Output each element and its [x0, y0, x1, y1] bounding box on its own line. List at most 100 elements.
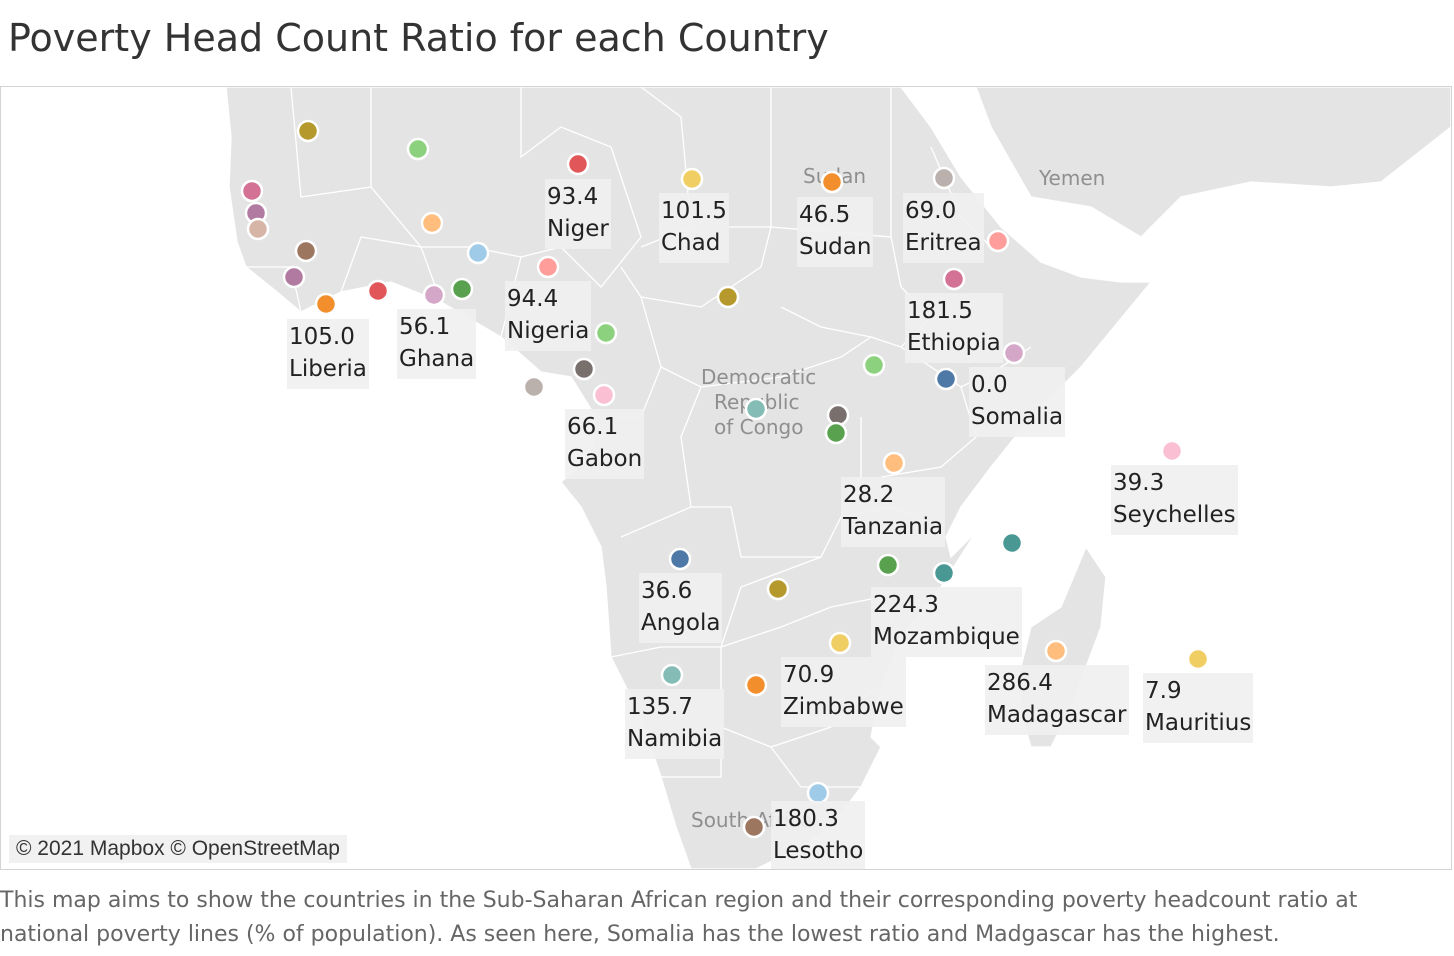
value-text: 105.0	[289, 324, 355, 350]
country-marker[interactable]	[282, 265, 306, 289]
label-gabon[interactable]: 66.1 Gabon	[565, 409, 645, 479]
country-marker[interactable]	[296, 119, 320, 143]
value-text: 66.1	[567, 414, 619, 440]
label-angola[interactable]: 36.6 Angola	[639, 573, 723, 643]
label-mozambique[interactable]: 224.3 Mozambique	[871, 587, 1022, 657]
country-marker[interactable]	[986, 229, 1010, 253]
country-marker-liberia[interactable]	[314, 292, 338, 316]
country-name: Chad	[661, 230, 721, 256]
country-marker-ghana[interactable]	[422, 283, 446, 307]
country-name: Ethiopia	[907, 330, 1001, 356]
country-name: Angola	[641, 610, 721, 636]
country-marker[interactable]	[824, 421, 848, 445]
country-marker[interactable]	[1000, 531, 1024, 555]
country-marker[interactable]	[862, 353, 886, 377]
country-name: Eritrea	[905, 230, 982, 256]
label-tanzania[interactable]: 28.2 Tanzania	[841, 477, 946, 547]
country-name: Liberia	[289, 356, 367, 382]
label-eritrea[interactable]: 69.0 Eritrea	[903, 193, 984, 263]
country-marker[interactable]	[766, 577, 790, 601]
country-marker[interactable]	[744, 673, 768, 697]
value-text: 28.2	[843, 482, 895, 508]
country-name: Mozambique	[873, 624, 1020, 650]
country-marker-madagascar[interactable]	[1044, 639, 1068, 663]
label-seychelles[interactable]: 39.3 Seychelles	[1111, 465, 1238, 535]
country-marker-niger[interactable]	[566, 152, 590, 176]
value-text: 180.3	[773, 806, 839, 832]
country-marker[interactable]	[522, 375, 546, 399]
label-niger[interactable]: 93.4 Niger	[545, 179, 611, 249]
country-marker-mauritius[interactable]	[1186, 647, 1210, 671]
label-ethiopia[interactable]: 181.5 Ethiopia	[905, 293, 1003, 363]
country-name: Lesotho	[773, 838, 864, 864]
country-name: Niger	[547, 216, 609, 242]
label-zimbabwe[interactable]: 70.9 Zimbabwe	[781, 657, 906, 727]
value-text: 46.5	[799, 202, 851, 228]
country-name: Sudan	[799, 234, 872, 260]
value-text: 70.9	[783, 662, 835, 688]
arabian-peninsula	[975, 87, 1451, 238]
label-sudan[interactable]: 46.5 Sudan	[797, 197, 874, 267]
place-label-yemen: Yemen	[1038, 166, 1105, 190]
country-marker[interactable]	[1002, 341, 1026, 365]
value-text: 56.1	[399, 314, 451, 340]
label-nigeria[interactable]: 94.4 Nigeria	[505, 281, 592, 351]
country-name: Mauritius	[1145, 710, 1252, 736]
country-marker[interactable]	[806, 781, 830, 805]
label-lesotho[interactable]: 180.3 Lesotho	[771, 801, 866, 869]
country-marker[interactable]	[420, 211, 444, 235]
value-text: 286.4	[987, 670, 1053, 696]
country-name: Zimbabwe	[783, 694, 904, 720]
country-marker[interactable]	[366, 279, 390, 303]
value-text: 36.6	[641, 578, 693, 604]
country-marker[interactable]	[294, 239, 318, 263]
country-marker[interactable]	[466, 241, 490, 265]
label-somalia[interactable]: 0.0 Somalia	[969, 367, 1066, 437]
country-marker-tanzania[interactable]	[882, 451, 906, 475]
country-marker-gabon[interactable]	[592, 383, 616, 407]
country-marker[interactable]	[716, 285, 740, 309]
country-name: Ghana	[399, 346, 475, 372]
place-label-drc-line1: Democratic	[701, 365, 816, 389]
value-text: 69.0	[905, 198, 957, 224]
country-marker-chad[interactable]	[680, 167, 704, 191]
country-marker[interactable]	[406, 137, 430, 161]
country-marker[interactable]	[744, 397, 768, 421]
country-marker[interactable]	[450, 277, 474, 301]
country-marker-lesotho[interactable]	[742, 815, 766, 839]
label-namibia[interactable]: 135.7 Namibia	[625, 689, 725, 759]
map-view[interactable]: Yemen Sudan Democratic Republic of Congo…	[0, 86, 1452, 870]
country-marker[interactable]	[572, 357, 596, 381]
value-text: 224.3	[873, 592, 939, 618]
country-marker[interactable]	[594, 321, 618, 345]
value-text: 101.5	[661, 198, 727, 224]
country-name: Namibia	[627, 726, 723, 752]
country-marker-ethiopia[interactable]	[942, 267, 966, 291]
country-name: Somalia	[971, 404, 1064, 430]
country-marker[interactable]	[246, 217, 270, 241]
value-text: 93.4	[547, 184, 599, 210]
value-text: 39.3	[1113, 470, 1165, 496]
country-marker[interactable]	[932, 561, 956, 585]
map-attribution[interactable]: © 2021 Mapbox © OpenStreetMap	[9, 835, 347, 863]
country-marker-sudan[interactable]	[820, 170, 844, 194]
country-marker[interactable]	[240, 179, 264, 203]
country-marker-seychelles[interactable]	[1160, 439, 1184, 463]
label-mauritius[interactable]: 7.9 Mauritius	[1143, 673, 1254, 743]
label-ghana[interactable]: 56.1 Ghana	[397, 309, 477, 379]
value-text: 135.7	[627, 694, 693, 720]
country-marker-somalia[interactable]	[934, 367, 958, 391]
label-chad[interactable]: 101.5 Chad	[659, 193, 729, 263]
country-name: Nigeria	[507, 318, 590, 344]
map-description: This map aims to show the countries in t…	[0, 888, 1358, 947]
country-marker-namibia[interactable]	[660, 663, 684, 687]
country-marker-mozambique[interactable]	[876, 553, 900, 577]
label-liberia[interactable]: 105.0 Liberia	[287, 319, 369, 389]
country-marker-nigeria[interactable]	[536, 255, 560, 279]
country-marker-eritrea[interactable]	[932, 166, 956, 190]
marker-layer[interactable]	[240, 119, 1210, 839]
country-marker-zimbabwe[interactable]	[828, 631, 852, 655]
map-title: Poverty Head Count Ratio for each Countr…	[8, 16, 829, 60]
label-madagascar[interactable]: 286.4 Madagascar	[985, 665, 1129, 735]
country-marker-angola[interactable]	[668, 547, 692, 571]
